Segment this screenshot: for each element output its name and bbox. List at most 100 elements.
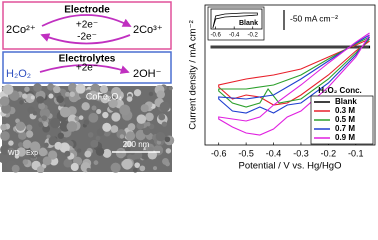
grain (38, 147, 48, 157)
grain (126, 96, 133, 102)
grain (21, 93, 28, 99)
grain (29, 141, 41, 152)
chart: -0.6 -0.5 -0.4 -0.3 -0.2 -0.1 Potential / V vs… (188, 4, 376, 172)
grain (0, 152, 9, 164)
grain (165, 121, 172, 128)
legend-title: H₂O₂ Conc. (318, 86, 362, 95)
grain (91, 105, 97, 111)
grain (93, 160, 99, 165)
reactant: H₂O₂ (6, 68, 31, 80)
grain (0, 123, 7, 131)
grain (134, 162, 140, 168)
grain (59, 106, 71, 118)
grain (155, 131, 166, 142)
grain (101, 93, 106, 99)
grain (42, 124, 51, 133)
series-line (218, 32, 370, 136)
figure: Electrode 2Co²⁺ 2Co³⁺ +2e⁻ -2e⁻ Electrol… (0, 1, 376, 173)
grain (119, 104, 131, 116)
grain (124, 142, 130, 148)
grain (86, 167, 91, 173)
grain (25, 130, 34, 138)
grain (102, 111, 109, 119)
grain (152, 166, 158, 171)
grain (76, 148, 82, 153)
grain (47, 83, 55, 91)
grain (0, 96, 10, 107)
product: 2OH⁻ (133, 68, 162, 80)
grain (142, 127, 151, 136)
legend-label: Blank (335, 97, 357, 106)
grain (56, 95, 64, 103)
grain (36, 96, 45, 104)
grain (48, 150, 58, 160)
grain (50, 117, 61, 129)
grain (66, 121, 78, 132)
x-tick-label: -0.5 (238, 148, 254, 158)
x-tick-label: -0.4 (266, 148, 282, 158)
grain (43, 142, 49, 148)
plot-frame (210, 8, 263, 30)
grain (75, 83, 86, 94)
grain (95, 135, 101, 141)
grain (158, 113, 166, 121)
grain (84, 150, 92, 158)
grain (38, 122, 43, 128)
grain (0, 131, 10, 141)
electrolyte-box (2, 51, 172, 84)
scale-label: 200 nm (123, 140, 150, 149)
grain (111, 86, 122, 98)
grain (108, 98, 118, 109)
grain (7, 147, 15, 156)
grain (133, 89, 142, 97)
grain (119, 134, 125, 139)
grain (145, 121, 151, 127)
forward-label: +2e⁻ (76, 20, 98, 31)
grain (132, 167, 138, 173)
grain (42, 156, 52, 166)
plot-frame (204, 4, 376, 146)
x-tick-label: -0.4 (229, 33, 240, 39)
grain (19, 100, 24, 105)
grain (165, 148, 172, 154)
series-line (218, 34, 370, 114)
x-tick-label: -0.6 (211, 148, 227, 158)
grain (110, 162, 121, 173)
grain (147, 102, 153, 108)
inset-bg (207, 6, 265, 41)
grain (81, 102, 90, 111)
grain (102, 148, 112, 158)
grain (156, 90, 165, 99)
grain (43, 121, 49, 127)
grain (164, 136, 171, 143)
series-line (218, 38, 370, 106)
grain (48, 93, 54, 99)
grain (46, 134, 51, 139)
grain (33, 83, 42, 92)
grain (168, 86, 173, 91)
product: 2Co³⁺ (133, 24, 163, 36)
forward-label: +2e⁻ (76, 63, 98, 74)
y-axis-label: Current density / mA cm⁻² (188, 20, 199, 130)
grain (63, 158, 73, 168)
grain (78, 115, 84, 120)
electrode-box (2, 1, 172, 50)
electrolyte-label: Electrolytes (59, 54, 116, 65)
grain (111, 112, 121, 122)
grain (88, 90, 98, 101)
grain (18, 131, 27, 140)
grain (11, 164, 20, 173)
grain (95, 147, 105, 156)
series-line (210, 45, 371, 49)
legend-label: 0.7 M (335, 124, 355, 133)
grain (87, 132, 94, 138)
backward-label: -2e⁻ (77, 32, 97, 43)
grain (147, 146, 154, 153)
legend-label: 0.5 M (335, 115, 355, 124)
scale-bar-label: -50 mA cm⁻² (290, 13, 338, 23)
grain (125, 146, 131, 153)
grain (99, 85, 109, 94)
reactant: 2Co²⁺ (6, 24, 36, 36)
grain (36, 166, 45, 173)
grain (27, 106, 35, 114)
